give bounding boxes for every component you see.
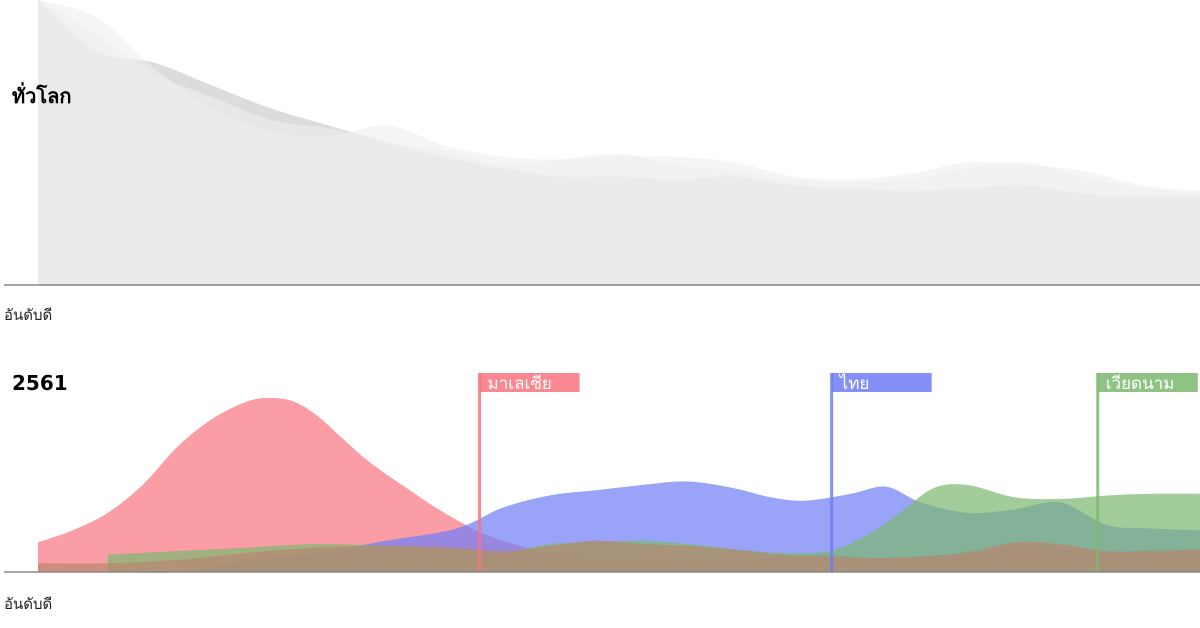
area-อื่นๆ [38,540,1200,572]
marker-flag-ไทย [831,373,932,392]
global-panel: ทั่วโลก อันดับดี [4,0,1200,324]
marker-flag-มาเลเซีย [479,373,580,392]
marker-flag-เวียดนาม [1097,373,1198,392]
global-areas [38,0,1200,285]
year-x-caption: อันดับดี [4,595,52,613]
marker-label-เวียดนาม: เวียดนาม [1106,374,1175,394]
global-title: ทั่วโลก [12,81,72,108]
year-markers: มาเลเซีย ไทย เวียดนาม [478,373,1198,572]
year-title: 2561 [12,371,68,395]
year-panel: มาเลเซีย ไทย เวียดนาม 2561 อันดับดี [4,371,1200,613]
year-areas [38,398,1200,573]
area-มาเลเซีย [38,398,1200,572]
area-overlay-2 [38,0,1200,285]
marker-label-ไทย: ไทย [838,373,870,394]
marker-label-มาเลเซีย: มาเลเซีย [488,374,552,394]
global-x-caption: อันดับดี [4,306,52,324]
